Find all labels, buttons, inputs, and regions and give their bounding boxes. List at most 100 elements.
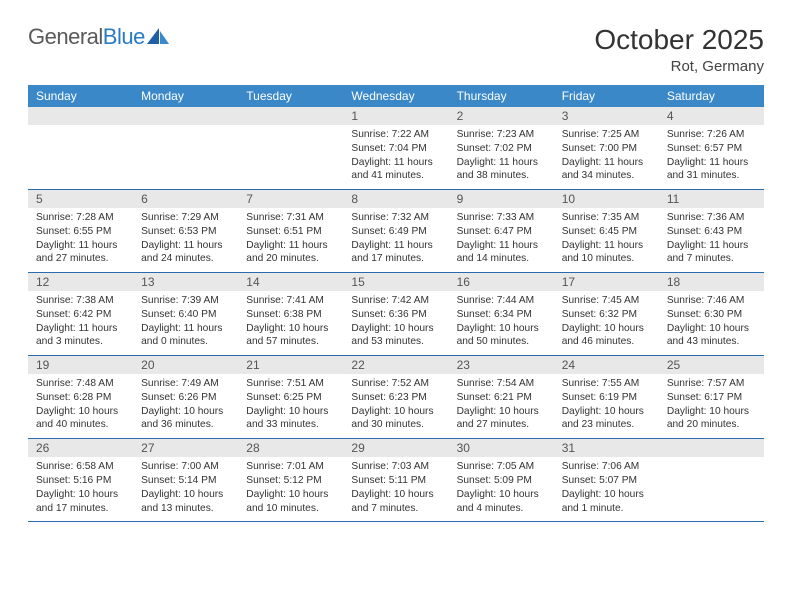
day-body: Sunrise: 7:01 AMSunset: 5:12 PMDaylight:… <box>238 457 343 521</box>
logo-sail-icon <box>145 26 173 48</box>
sunset-text: Sunset: 6:49 PM <box>351 225 440 239</box>
sunrise-text: Sunrise: 7:31 AM <box>246 211 335 225</box>
day-number <box>28 107 133 125</box>
dow-thursday: Thursday <box>449 85 554 107</box>
day-number: 29 <box>343 439 448 457</box>
day-number: 1 <box>343 107 448 125</box>
sunset-text: Sunset: 5:07 PM <box>562 474 651 488</box>
dow-friday: Friday <box>554 85 659 107</box>
day-number: 21 <box>238 356 343 374</box>
sunrise-text: Sunrise: 7:29 AM <box>141 211 230 225</box>
sunrise-text: Sunrise: 7:25 AM <box>562 128 651 142</box>
day-cell: 23Sunrise: 7:54 AMSunset: 6:21 PMDayligh… <box>449 356 554 438</box>
week-row: 19 Sunrise: 7:48 AMSunset: 6:28 PM Dayligh… <box>28 356 764 439</box>
day-number: 17 <box>554 273 659 291</box>
day-body <box>659 457 764 466</box>
day-body: Sunrise: 7:03 AMSunset: 5:11 PMDaylight:… <box>343 457 448 521</box>
day-number: 19 <box>28 356 133 374</box>
day-cell <box>238 107 343 189</box>
day-number: 26 <box>28 439 133 457</box>
daylight-text: Daylight: 11 hours and 7 minutes. <box>667 239 756 267</box>
day-number: 10 <box>554 190 659 208</box>
day-body: Sunrise: 7:45 AMSunset: 6:32 PMDaylight:… <box>554 291 659 355</box>
daylight-text: Daylight: 10 hours and 13 minutes. <box>141 488 230 516</box>
sunrise-text: Sunrise: 7:38 AM <box>36 294 125 308</box>
daylight-text: Daylight: 11 hours and 24 minutes. <box>141 239 230 267</box>
day-cell: 4Sunrise: 7:26 AMSunset: 6:57 PMDaylight… <box>659 107 764 189</box>
day-cell: 5Sunrise: 7:28 AMSunset: 6:55 PMDaylight… <box>28 190 133 272</box>
day-cell: 16Sunrise: 7:44 AMSunset: 6:34 PMDayligh… <box>449 273 554 355</box>
sunset-text: Sunset: 6:51 PM <box>246 225 335 239</box>
day-body: Sunrise: 7:39 AMSunset: 6:40 PMDaylight:… <box>133 291 238 355</box>
day-body: Sunrise: 7:25 AMSunset: 7:00 PMDaylight:… <box>554 125 659 189</box>
sunrise-text: Sunrise: 7:48 AM <box>36 377 125 391</box>
sunrise-text: Sunrise: 7:51 AM <box>246 377 335 391</box>
sunset-text: Sunset: 6:28 PM <box>36 391 125 405</box>
day-cell: 13Sunrise: 7:39 AMSunset: 6:40 PMDayligh… <box>133 273 238 355</box>
day-cell: 21Sunrise: 7:51 AMSunset: 6:25 PMDayligh… <box>238 356 343 438</box>
day-cell: 24Sunrise: 7:55 AMSunset: 6:19 PMDayligh… <box>554 356 659 438</box>
dow-saturday: Saturday <box>659 85 764 107</box>
sunrise-text: Sunrise: 7:55 AM <box>562 377 651 391</box>
daylight-text: Daylight: 10 hours and 27 minutes. <box>457 405 546 433</box>
daylight-text: Daylight: 11 hours and 0 minutes. <box>141 322 230 350</box>
sunset-text: Sunset: 6:30 PM <box>667 308 756 322</box>
day-number: 5 <box>28 190 133 208</box>
day-body: Sunrise: 7:44 AMSunset: 6:34 PMDaylight:… <box>449 291 554 355</box>
day-body: Sunrise: 7:33 AMSunset: 6:47 PMDaylight:… <box>449 208 554 272</box>
sunset-text: Sunset: 5:11 PM <box>351 474 440 488</box>
day-body: Sunrise: 7:49 AMSunset: 6:26 PMDaylight:… <box>133 374 238 438</box>
sunrise-text: Sunrise: 7:36 AM <box>667 211 756 225</box>
day-cell <box>28 107 133 189</box>
day-cell: 31Sunrise: 7:06 AMSunset: 5:07 PMDayligh… <box>554 439 659 521</box>
day-cell: 6Sunrise: 7:29 AMSunset: 6:53 PMDaylight… <box>133 190 238 272</box>
sunset-text: Sunset: 6:36 PM <box>351 308 440 322</box>
location-subtitle: Rot, Germany <box>594 58 764 75</box>
daylight-text: Daylight: 11 hours and 27 minutes. <box>36 239 125 267</box>
day-number <box>659 439 764 457</box>
daylight-text: Daylight: 11 hours and 10 minutes. <box>562 239 651 267</box>
day-cell: 22Sunrise: 7:52 AMSunset: 6:23 PMDayligh… <box>343 356 448 438</box>
daylight-text: Daylight: 10 hours and 50 minutes. <box>457 322 546 350</box>
sunset-text: Sunset: 6:21 PM <box>457 391 546 405</box>
sunset-text: Sunset: 5:14 PM <box>141 474 230 488</box>
day-cell: 15Sunrise: 7:42 AMSunset: 6:36 PMDayligh… <box>343 273 448 355</box>
calendar-grid: 1Sunrise: 7:22 AMSunset: 7:04 PMDaylight… <box>28 107 764 522</box>
daylight-text: Daylight: 10 hours and 36 minutes. <box>141 405 230 433</box>
sunset-text: Sunset: 6:17 PM <box>667 391 756 405</box>
sunset-text: Sunset: 6:53 PM <box>141 225 230 239</box>
sunrise-text: Sunrise: 7:41 AM <box>246 294 335 308</box>
day-number: 11 <box>659 190 764 208</box>
sunrise-text: Sunrise: 7:28 AM <box>36 211 125 225</box>
day-cell: 12Sunrise: 7:38 AMSunset: 6:42 PMDayligh… <box>28 273 133 355</box>
daylight-text: Daylight: 10 hours and 43 minutes. <box>667 322 756 350</box>
day-cell: 7Sunrise: 7:31 AMSunset: 6:51 PMDaylight… <box>238 190 343 272</box>
sunset-text: Sunset: 5:12 PM <box>246 474 335 488</box>
day-number: 7 <box>238 190 343 208</box>
day-body: Sunrise: 7:28 AMSunset: 6:55 PMDaylight:… <box>28 208 133 272</box>
day-body <box>133 125 238 134</box>
day-cell: 30Sunrise: 7:05 AMSunset: 5:09 PMDayligh… <box>449 439 554 521</box>
day-body <box>238 125 343 134</box>
daylight-text: Daylight: 10 hours and 4 minutes. <box>457 488 546 516</box>
daylight-text: Daylight: 10 hours and 10 minutes. <box>246 488 335 516</box>
logo: GeneralBlue <box>28 24 173 50</box>
sunrise-text: Sunrise: 7:22 AM <box>351 128 440 142</box>
sunset-text: Sunset: 5:09 PM <box>457 474 546 488</box>
month-title: October 2025 <box>594 24 764 56</box>
day-number: 2 <box>449 107 554 125</box>
daylight-text: Daylight: 10 hours and 57 minutes. <box>246 322 335 350</box>
day-cell: 19Sunrise: 7:48 AMSunset: 6:28 PMDayligh… <box>28 356 133 438</box>
day-body: Sunrise: 7:42 AMSunset: 6:36 PMDaylight:… <box>343 291 448 355</box>
sunrise-text: Sunrise: 7:46 AM <box>667 294 756 308</box>
day-cell: 3Sunrise: 7:25 AMSunset: 7:00 PMDaylight… <box>554 107 659 189</box>
day-body: Sunrise: 7:38 AMSunset: 6:42 PMDaylight:… <box>28 291 133 355</box>
day-number: 28 <box>238 439 343 457</box>
day-body: Sunrise: 7:57 AMSunset: 6:17 PMDaylight:… <box>659 374 764 438</box>
day-cell: 25Sunrise: 7:57 AMSunset: 6:17 PMDayligh… <box>659 356 764 438</box>
sunrise-text: Sunrise: 7:06 AM <box>562 460 651 474</box>
sunset-text: Sunset: 6:57 PM <box>667 142 756 156</box>
day-body: Sunrise: 7:51 AMSunset: 6:25 PMDaylight:… <box>238 374 343 438</box>
day-body: Sunrise: 7:46 AMSunset: 6:30 PMDaylight:… <box>659 291 764 355</box>
sunset-text: Sunset: 6:19 PM <box>562 391 651 405</box>
